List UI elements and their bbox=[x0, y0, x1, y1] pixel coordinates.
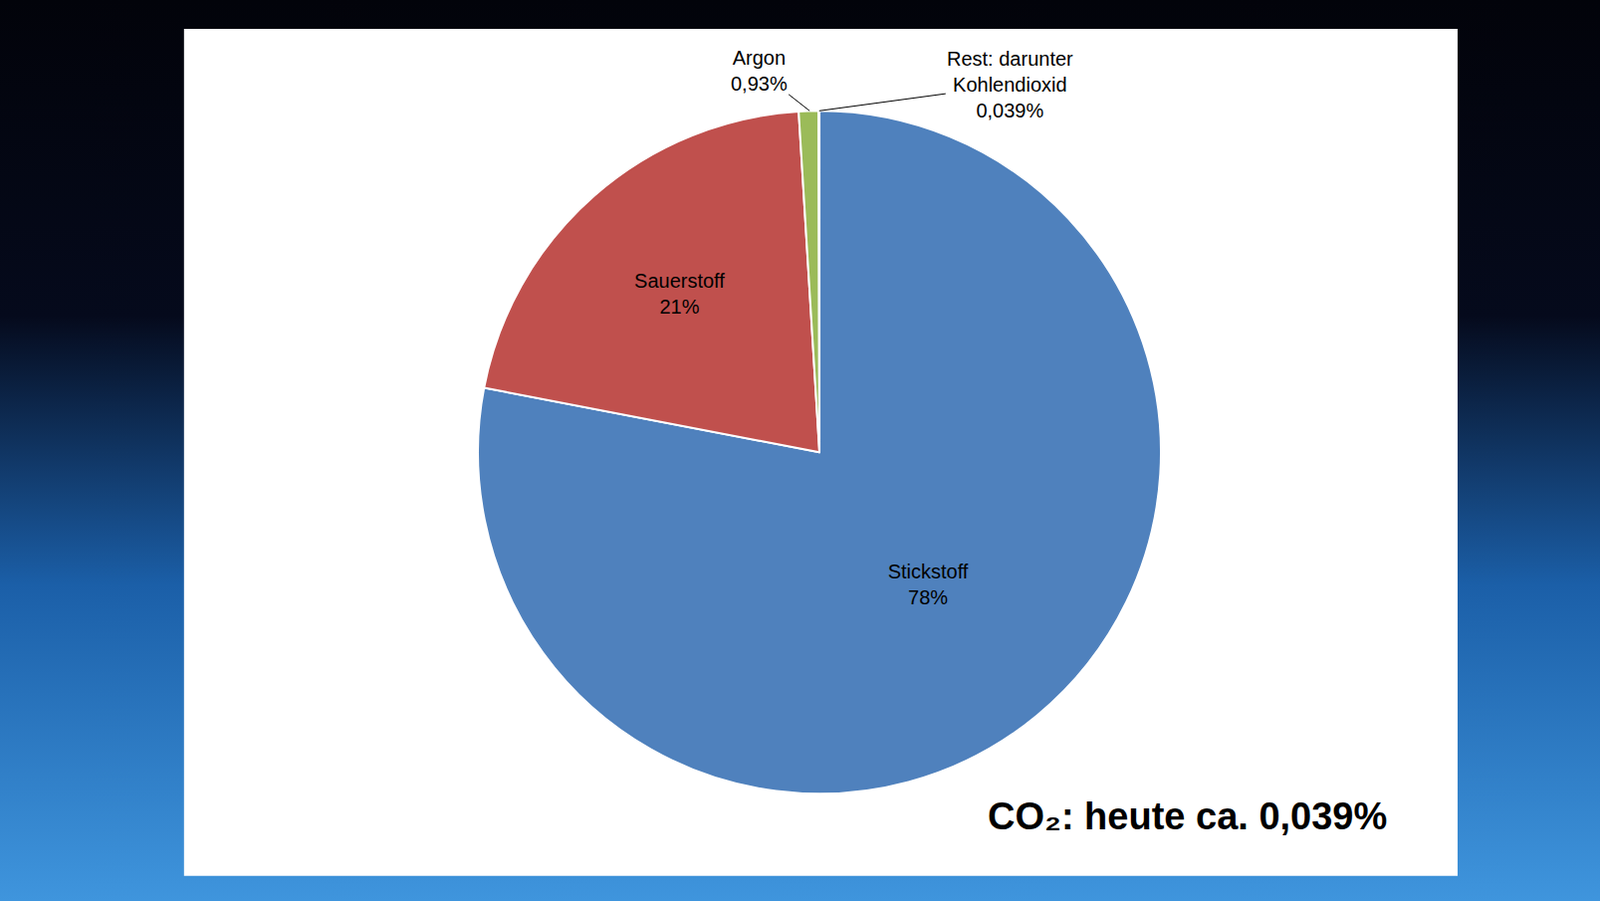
svg-text:Sauerstoff21%: Sauerstoff21% bbox=[634, 269, 725, 318]
svg-text:Argon0,93%: Argon0,93% bbox=[730, 46, 788, 95]
svg-text:Rest: darunterKohlendioxid0,03: Rest: darunterKohlendioxid0,039% bbox=[946, 47, 1074, 122]
svg-text:CO₂: heute ca. 0,039%: CO₂: heute ca. 0,039% bbox=[987, 795, 1387, 838]
svg-text:Stickstoff78%: Stickstoff78% bbox=[888, 560, 969, 609]
